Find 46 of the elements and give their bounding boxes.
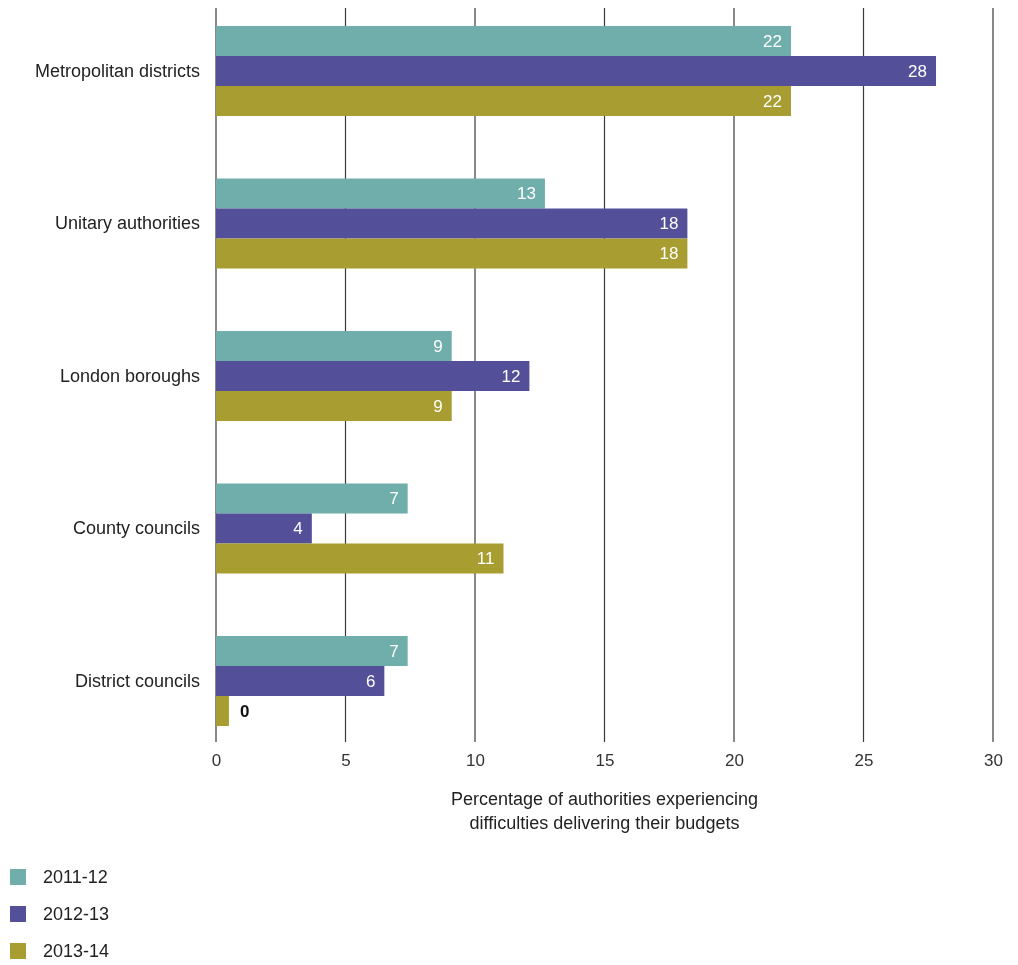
- x-tick-label: 25: [854, 750, 874, 770]
- data-label: 22: [763, 31, 782, 51]
- bar: [216, 666, 385, 696]
- data-label: 4: [293, 519, 303, 539]
- data-label: 9: [433, 396, 443, 416]
- bar: [216, 361, 530, 391]
- data-label: 22: [763, 91, 782, 111]
- y-tick-label: Metropolitan districts: [34, 60, 200, 81]
- bar: [216, 696, 229, 726]
- x-axis-title: Percentage of authorities experiencing difficulties delivering their budgets: [450, 789, 759, 833]
- data-label: 28: [908, 61, 928, 81]
- bar: [216, 331, 452, 361]
- y-tick-label: Unitary authorities: [54, 213, 200, 234]
- y-tick-label: District councils: [74, 670, 200, 691]
- data-label: 7: [389, 641, 399, 661]
- bar: [216, 391, 452, 421]
- bar: [216, 543, 504, 574]
- data-label: 18: [659, 214, 679, 234]
- bar: [216, 636, 408, 666]
- data-label: 0: [239, 701, 250, 721]
- x-tick-label: 10: [466, 750, 485, 770]
- bar: [216, 208, 688, 239]
- legend-label: 2011-12: [43, 867, 108, 888]
- legend-label: 2013-14: [43, 941, 110, 962]
- y-tick-label: London boroughs: [59, 365, 200, 386]
- bar: [216, 513, 312, 544]
- x-tick-label: 30: [984, 750, 1003, 770]
- x-tick-label: 20: [725, 750, 744, 770]
- bar: [216, 238, 688, 269]
- x-tick-label: 0: [211, 750, 222, 770]
- data-label: 13: [517, 184, 536, 204]
- y-tick-label: County councils: [72, 518, 200, 539]
- bar: [216, 26, 791, 56]
- x-tick-label: 15: [595, 750, 615, 770]
- legend-label: 2012-13: [43, 904, 110, 925]
- bar: [216, 86, 791, 116]
- bar: [216, 178, 545, 209]
- data-label: 11: [476, 549, 495, 569]
- bar: [216, 483, 408, 514]
- data-label: 7: [389, 489, 399, 509]
- bar: [216, 56, 937, 86]
- data-label: 9: [433, 336, 443, 356]
- data-label: 6: [365, 671, 376, 691]
- data-label: 12: [501, 366, 521, 386]
- data-label: 18: [659, 244, 679, 264]
- x-tick-label: 5: [341, 750, 351, 770]
